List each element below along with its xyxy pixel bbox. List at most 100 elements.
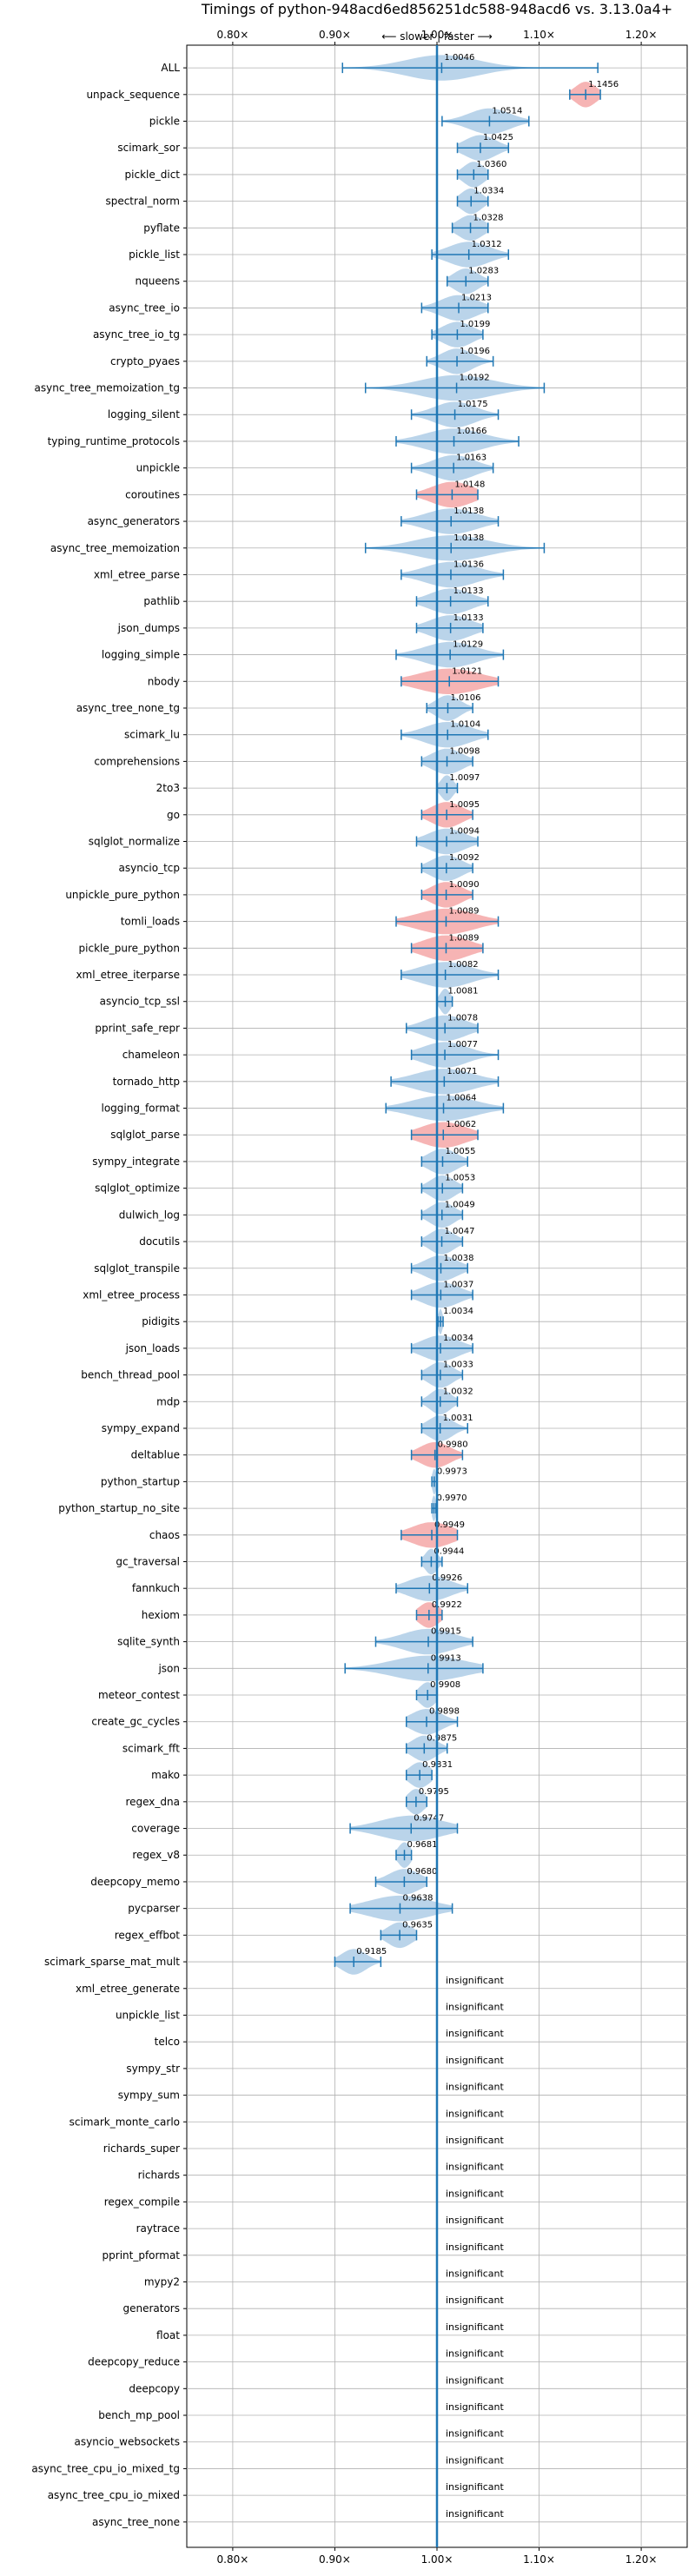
value-label: 1.0163 bbox=[456, 454, 486, 463]
benchmark-label: richards_super bbox=[103, 2142, 180, 2155]
insignificant-label: insignificant bbox=[446, 2268, 505, 2279]
benchmark-label: async_tree_io bbox=[109, 301, 180, 314]
value-label: 1.0129 bbox=[453, 640, 483, 650]
value-label: 1.0514 bbox=[492, 107, 522, 116]
benchmark-label: generators bbox=[122, 2302, 180, 2314]
insignificant-label: insignificant bbox=[446, 2508, 505, 2520]
value-label: 0.9635 bbox=[402, 1920, 433, 1930]
benchmark-label: async_tree_memoization bbox=[50, 542, 180, 554]
value-label: 1.0192 bbox=[460, 374, 490, 383]
value-label: 0.9926 bbox=[432, 1573, 462, 1583]
insignificant-label: insignificant bbox=[446, 2162, 505, 2173]
x-tick-label-bottom: 1.10× bbox=[523, 2553, 555, 2566]
benchmark-label: pprint_safe_repr bbox=[95, 1022, 180, 1034]
value-label: 1.0062 bbox=[446, 1120, 476, 1129]
benchmark-label: pidigits bbox=[142, 1315, 180, 1328]
value-label: 0.9973 bbox=[437, 1467, 467, 1476]
benchmark-label: asyncio_tcp_ssl bbox=[100, 996, 180, 1008]
value-label: 1.0133 bbox=[453, 613, 484, 623]
x-tick-label-top: 1.10× bbox=[523, 29, 555, 41]
benchmark-label: pyflate bbox=[143, 222, 180, 234]
benchmark-label: regex_dna bbox=[125, 1796, 180, 1808]
value-label: 1.0106 bbox=[450, 693, 480, 703]
benchmark-label: deepcopy bbox=[129, 2382, 180, 2394]
insignificant-label: insignificant bbox=[446, 2082, 505, 2093]
insignificant-label: insignificant bbox=[446, 2454, 505, 2466]
benchmark-label: bench_mp_pool bbox=[98, 2409, 180, 2421]
insignificant-label: insignificant bbox=[446, 2428, 505, 2440]
value-label: 1.0049 bbox=[445, 1200, 475, 1209]
value-label: 0.9185 bbox=[356, 1947, 387, 1957]
benchmark-label: float bbox=[156, 2329, 180, 2341]
benchmark-label: coroutines bbox=[125, 488, 180, 500]
benchmark-label: pathlib bbox=[143, 595, 180, 607]
benchmark-label: async_generators bbox=[88, 515, 180, 527]
value-label: 0.9980 bbox=[438, 1440, 468, 1450]
benchmark-label: sqlglot_normalize bbox=[89, 836, 180, 848]
benchmark-label: xml_etree_generate bbox=[76, 1983, 180, 1995]
insignificant-label: insignificant bbox=[446, 1975, 505, 1986]
benchmark-label: async_tree_cpu_io_mixed_tg bbox=[31, 2462, 180, 2474]
value-label: 1.0055 bbox=[445, 1147, 475, 1156]
insignificant-label: insignificant bbox=[446, 2188, 505, 2199]
value-label: 1.0034 bbox=[443, 1334, 473, 1343]
benchmark-label: sympy_str bbox=[126, 2063, 180, 2075]
benchmark-label: create_gc_cycles bbox=[91, 1716, 180, 1728]
value-label: 1.0092 bbox=[449, 853, 480, 863]
value-label: 1.0053 bbox=[445, 1174, 475, 1183]
direction-label: ⟵ slower | faster ⟶ bbox=[381, 30, 493, 43]
value-label: 1.0138 bbox=[453, 533, 484, 543]
value-label: 1.0334 bbox=[473, 187, 504, 196]
benchmark-label: scimark_sor bbox=[117, 142, 180, 154]
value-label: 0.9747 bbox=[414, 1814, 444, 1824]
benchmark-label: sqlglot_transpile bbox=[94, 1262, 180, 1275]
value-label: 1.0037 bbox=[443, 1280, 473, 1289]
value-label: 1.0077 bbox=[447, 1040, 478, 1050]
benchmark-label: logging_format bbox=[101, 1103, 180, 1115]
benchmark-label: logging_simple bbox=[102, 649, 180, 661]
value-label: 1.0034 bbox=[443, 1307, 473, 1316]
value-label: 0.9898 bbox=[429, 1707, 460, 1717]
benchmark-label: asyncio_websockets bbox=[75, 2436, 180, 2448]
benchmark-label: pickle_list bbox=[129, 248, 180, 261]
benchmark-label: mako bbox=[151, 1769, 180, 1781]
benchmark-label: pickle bbox=[149, 116, 180, 128]
x-tick-label-top: 0.90× bbox=[319, 29, 351, 41]
value-label: 1.0081 bbox=[448, 987, 479, 997]
value-label: 1.0283 bbox=[468, 267, 499, 276]
benchmark-label: 2to3 bbox=[156, 782, 180, 794]
benchmark-label: sympy_sum bbox=[118, 2089, 180, 2102]
benchmark-label: scimark_monte_carlo bbox=[70, 2116, 180, 2128]
benchmark-label: dulwich_log bbox=[119, 1209, 180, 1221]
benchmark-label: async_tree_none bbox=[92, 2516, 180, 2528]
benchmark-label: sqlite_synth bbox=[117, 1636, 180, 1648]
value-label: 0.9922 bbox=[432, 1600, 462, 1610]
value-label: 1.0095 bbox=[449, 800, 480, 810]
value-label: 1.0166 bbox=[457, 427, 487, 436]
value-label: 1.0082 bbox=[448, 960, 479, 970]
value-label: 1.0064 bbox=[447, 1094, 477, 1103]
x-tick-label-top: 1.20× bbox=[626, 29, 658, 41]
value-label: 1.0199 bbox=[460, 320, 490, 329]
benchmark-label: deepcopy_memo bbox=[90, 1876, 180, 1888]
insignificant-label: insignificant bbox=[446, 2242, 505, 2253]
benchmark-label: bench_thread_pool bbox=[81, 1369, 180, 1381]
value-label: 0.9915 bbox=[431, 1627, 461, 1637]
benchmark-label: sympy_integrate bbox=[92, 1156, 180, 1168]
benchmark-label: deepcopy_reduce bbox=[88, 2356, 180, 2368]
value-label: 1.0094 bbox=[449, 827, 480, 837]
benchmark-label: tornado_http bbox=[113, 1076, 180, 1088]
benchmark-label: asyncio_tcp bbox=[118, 862, 180, 874]
benchmark-label: pprint_pformat bbox=[103, 2249, 181, 2261]
benchmark-label: async_tree_cpu_io_mixed bbox=[48, 2489, 180, 2501]
value-label: 0.9970 bbox=[436, 1493, 467, 1503]
x-tick-label-top: 0.80× bbox=[217, 29, 249, 41]
benchmark-label: scimark_fft bbox=[122, 1742, 180, 1754]
benchmark-label: hexiom bbox=[142, 1609, 180, 1621]
insignificant-label: insignificant bbox=[446, 2295, 505, 2306]
benchmark-label: regex_v8 bbox=[132, 1849, 180, 1861]
benchmark-label: unpickle bbox=[136, 462, 180, 474]
insignificant-label: insignificant bbox=[446, 2001, 505, 2012]
benchmark-label: chameleon bbox=[122, 1049, 180, 1061]
value-label: 1.0031 bbox=[443, 1414, 473, 1423]
